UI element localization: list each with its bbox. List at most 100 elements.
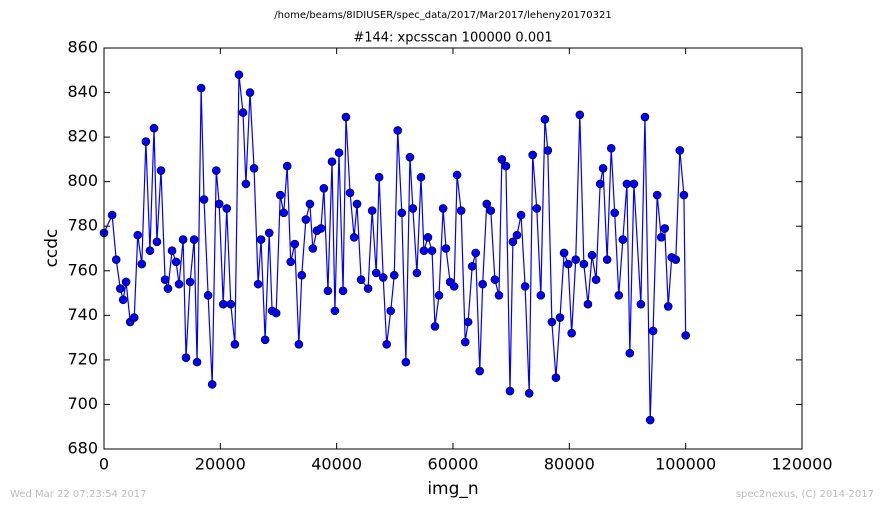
- data-point: [434, 290, 444, 300]
- data-point: [129, 313, 139, 322]
- data-point: [645, 415, 655, 425]
- footer-right: spec2nexus, (C) 2014-2017: [736, 489, 874, 500]
- x-tick-label: 60000: [428, 455, 479, 474]
- data-point: [367, 206, 377, 215]
- data-point: [196, 83, 206, 93]
- data-point: [382, 339, 391, 349]
- x-tick-label: 20000: [195, 455, 246, 474]
- y-tick-label: 760: [67, 260, 98, 279]
- data-point: [416, 172, 426, 182]
- data-point: [199, 195, 209, 204]
- data-point: [681, 331, 690, 340]
- data-point: [595, 179, 605, 189]
- data-point: [423, 233, 433, 242]
- data-point: [559, 248, 569, 258]
- data-point: [167, 246, 177, 256]
- data-point: [579, 259, 589, 269]
- data-point: [192, 357, 202, 367]
- data-point: [203, 290, 213, 300]
- data-point: [408, 204, 418, 213]
- data-point: [427, 246, 437, 256]
- data-point: [238, 108, 248, 117]
- x-tick-label: 100000: [655, 455, 716, 474]
- data-point: [456, 206, 466, 215]
- data-point: [185, 277, 195, 287]
- data-point: [174, 279, 184, 289]
- data-point: [111, 255, 121, 264]
- x-tick-label: 40000: [311, 455, 362, 474]
- data-point: [386, 306, 396, 316]
- data-point: [249, 164, 259, 173]
- data-point: [551, 373, 561, 383]
- y-tick-label: 800: [67, 171, 98, 190]
- chart-title: #144: xpcsscan 100000 0.001: [353, 31, 552, 46]
- data-point: [149, 123, 159, 133]
- data-point: [294, 339, 304, 349]
- data-point: [629, 179, 639, 189]
- data-point: [308, 244, 318, 253]
- data-point: [178, 235, 188, 244]
- data-point: [563, 259, 573, 269]
- data-point: [618, 235, 628, 244]
- data-point: [141, 137, 151, 146]
- data-point: [256, 235, 266, 244]
- data-point: [330, 306, 340, 316]
- data-point: [264, 228, 274, 238]
- data-point: [441, 244, 451, 253]
- footer-left: Wed Mar 22 07:23:54 2017: [10, 489, 146, 500]
- data-point: [115, 284, 125, 293]
- data-point: [211, 166, 221, 175]
- data-point: [241, 179, 251, 189]
- data-point: [133, 230, 143, 240]
- data-point: [460, 337, 470, 347]
- data-point: [338, 286, 348, 296]
- data-point: [319, 184, 329, 193]
- data-point: [575, 110, 585, 120]
- data-point: [494, 290, 504, 300]
- data-point: [305, 199, 315, 209]
- y-axis-label: ccdc: [42, 229, 62, 268]
- data-point: [279, 208, 289, 218]
- data-point: [656, 233, 666, 242]
- data-point: [614, 290, 624, 300]
- y-tick-label: 780: [67, 216, 98, 235]
- data-point: [253, 279, 263, 289]
- data-point: [438, 204, 448, 213]
- data-point: [345, 188, 355, 198]
- data-point: [490, 275, 500, 284]
- data-point: [118, 295, 128, 305]
- y-tick-label: 740: [67, 305, 98, 324]
- data-point: [602, 255, 612, 264]
- data-point: [301, 215, 311, 224]
- data-point: [107, 210, 117, 220]
- data-point: [189, 235, 199, 244]
- y-tick-label: 840: [67, 82, 98, 101]
- data-point: [234, 70, 244, 80]
- data-line: [103, 74, 687, 421]
- data-point: [520, 282, 530, 291]
- data-point: [214, 199, 224, 209]
- y-tick-label: 720: [67, 349, 98, 368]
- data-point: [226, 299, 236, 309]
- data-point: [547, 317, 557, 327]
- data-point: [528, 150, 537, 160]
- data-point: [163, 284, 173, 293]
- data-point: [160, 275, 170, 284]
- data-point: [341, 112, 351, 122]
- data-point: [671, 255, 681, 264]
- data-point: [393, 126, 403, 135]
- data-point: [290, 239, 300, 249]
- data-point: [449, 282, 459, 291]
- data-point: [571, 255, 581, 264]
- data-point: [625, 348, 635, 358]
- data-point: [401, 357, 411, 367]
- data-point: [524, 389, 534, 398]
- data-point: [323, 286, 333, 296]
- data-point: [218, 299, 228, 309]
- data-point: [482, 199, 492, 209]
- data-point: [286, 257, 296, 267]
- data-point: [397, 208, 407, 218]
- data-point: [463, 317, 473, 327]
- data-point: [334, 148, 344, 158]
- data-point: [352, 199, 362, 209]
